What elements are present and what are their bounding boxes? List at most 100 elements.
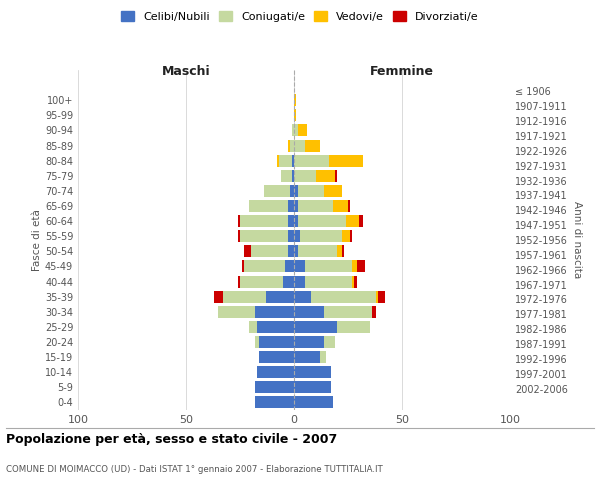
Bar [324,185,341,197]
Bar [255,336,259,348]
Bar [378,290,385,302]
Bar [281,170,292,182]
Bar [320,351,326,363]
Bar [279,154,292,166]
Bar [286,260,294,272]
Bar [287,140,290,151]
Bar [218,306,255,318]
Bar [350,230,352,242]
Bar [283,276,294,287]
Bar [341,230,350,242]
Bar [294,230,301,242]
Bar [294,290,311,302]
Bar [240,215,287,227]
Bar [298,124,307,136]
Bar [244,260,286,272]
Bar [242,260,244,272]
Bar [244,246,251,258]
Bar [294,260,305,272]
Bar [292,154,294,166]
Bar [238,215,240,227]
Bar [337,246,341,258]
Bar [294,336,324,348]
Bar [259,351,294,363]
Bar [277,154,279,166]
Bar [294,306,324,318]
Bar [294,94,296,106]
Bar [264,185,290,197]
Bar [335,170,337,182]
Bar [294,200,298,212]
Bar [251,246,287,258]
Text: Popolazione per età, sesso e stato civile - 2007: Popolazione per età, sesso e stato civil… [6,432,337,446]
Bar [294,154,329,166]
Bar [298,246,337,258]
Bar [287,246,294,258]
Bar [294,124,298,136]
Bar [214,290,223,302]
Bar [240,230,287,242]
Bar [305,276,352,287]
Bar [376,290,378,302]
Bar [292,124,294,136]
Bar [346,215,359,227]
Bar [298,185,324,197]
Bar [255,382,294,394]
Bar [248,200,287,212]
Bar [324,306,372,318]
Bar [255,396,294,408]
Bar [305,260,352,272]
Bar [305,140,320,151]
Text: COMUNE DI MOIMACCO (UD) - Dati ISTAT 1° gennaio 2007 - Elaborazione TUTTITALIA.I: COMUNE DI MOIMACCO (UD) - Dati ISTAT 1° … [6,466,383,474]
Bar [294,382,331,394]
Bar [238,276,240,287]
Bar [287,200,294,212]
Y-axis label: Fasce di età: Fasce di età [32,209,42,271]
Bar [294,215,298,227]
Bar [333,200,348,212]
Bar [298,200,333,212]
Bar [352,276,355,287]
Bar [348,200,350,212]
Bar [287,230,294,242]
Bar [223,290,266,302]
Bar [294,366,331,378]
Bar [329,154,363,166]
Bar [248,321,257,333]
Legend: Celibi/Nubili, Coniugati/e, Vedovi/e, Divorziati/e: Celibi/Nubili, Coniugati/e, Vedovi/e, Di… [118,8,482,25]
Bar [352,260,356,272]
Bar [294,170,316,182]
Bar [290,185,294,197]
Text: Maschi: Maschi [161,64,211,78]
Bar [341,246,344,258]
Bar [292,170,294,182]
Bar [257,321,294,333]
Bar [294,246,298,258]
Bar [298,215,346,227]
Text: Femmine: Femmine [370,64,434,78]
Bar [324,336,335,348]
Bar [287,215,294,227]
Bar [266,290,294,302]
Bar [294,140,305,151]
Bar [316,170,335,182]
Bar [255,306,294,318]
Bar [359,215,363,227]
Bar [311,290,376,302]
Bar [301,230,341,242]
Y-axis label: Anni di nascita: Anni di nascita [572,202,581,278]
Bar [238,230,240,242]
Bar [355,276,356,287]
Bar [294,351,320,363]
Bar [294,185,298,197]
Bar [294,110,296,122]
Bar [356,260,365,272]
Bar [290,140,294,151]
Bar [257,366,294,378]
Bar [337,321,370,333]
Bar [240,276,283,287]
Bar [259,336,294,348]
Bar [294,321,337,333]
Bar [294,396,333,408]
Bar [372,306,376,318]
